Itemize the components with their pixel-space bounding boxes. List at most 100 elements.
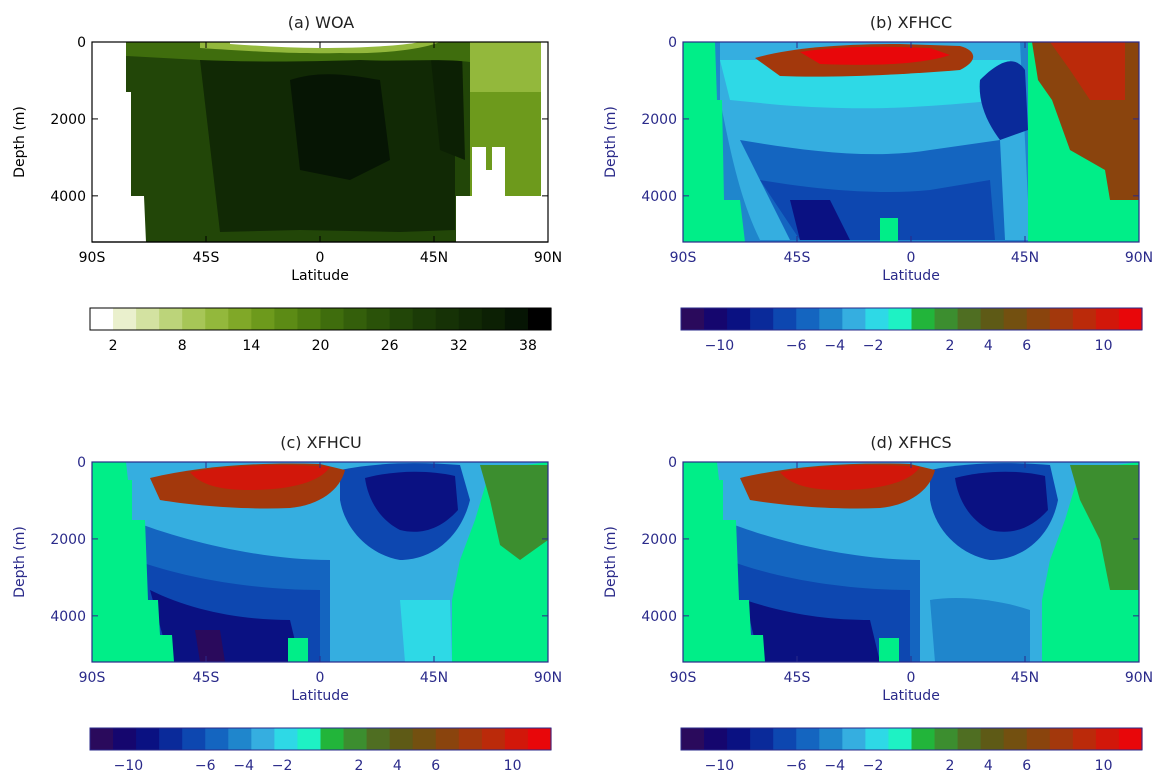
panel-c-x-tick-label: 0 [316,670,325,686]
panel-d-x-tick-label: 45S [784,670,811,686]
panel-a-land-south [92,42,146,242]
panel-a-x-tick-label: 45S [193,250,220,266]
panel-d-arctic-anomaly [1070,465,1139,590]
panel-c-colorbar-label: 2 [354,758,363,774]
panel-d-x-axis-label: Latitude [882,688,940,704]
panel-b-colorbar-swatch [888,308,913,330]
panel-d-y-tick-label: 4000 [641,609,677,625]
panel-a-colorbar-label: 14 [242,338,260,354]
panel-c-colorbar: −10 −6 −4 −2 2 4 6 10 [89,727,552,774]
panel-d-colorbar-swatch [934,728,959,750]
panel-a-arctic-upper [470,42,548,92]
panel-b-warm-core [800,46,950,65]
panel-d-colorbar-label: −4 [824,758,845,774]
panel-a-colorbar-swatch [297,308,322,330]
panel-a-colorbar-label: 32 [450,338,468,354]
panel-d-colorbar-label: 2 [945,758,954,774]
panel-b-colorbar-swatch [1003,308,1028,330]
panel-b-colorbar-label: 10 [1095,338,1113,354]
panel-c-light-patch [400,600,452,662]
panel-d-colorbar-swatch [888,728,913,750]
panel-b-y-axis-label: Depth (m) [603,106,619,178]
panel-c-colorbar-swatch [389,728,414,750]
panel-d-colorbar-label: 10 [1095,758,1113,774]
panel-b-colorbar-label: 2 [945,338,954,354]
panel-c-colorbar-label: 10 [504,758,522,774]
panel-c: (c) XFHCU 90S 45S 0 45N 90N 0 2000 4000 Latitude… [12,433,562,774]
panel-c-colorbar-label: −4 [233,758,254,774]
panel-b-title: (b) XFHCC [870,13,952,32]
panel-c-colorbar-swatch [481,728,506,750]
panel-b-colorbar-swatch [911,308,936,330]
panel-b-colorbar-swatch [773,308,797,330]
panel-c-y-axis-label: Depth (m) [12,526,28,598]
panel-b-colorbar-swatch [957,308,982,330]
panel-b-y-tick-label: 0 [668,35,677,51]
panel-a-surface-white [230,42,420,48]
panel-a-field [92,42,548,242]
panel-b-colorbar-swatch [727,308,751,330]
panel-c-colorbar-swatch [527,728,552,750]
panel-c-abyss-patch [195,630,225,662]
panel-a-colorbar-swatch [159,308,183,330]
panel-c-colorbar-swatch [297,728,322,750]
panel-b-colorbar-swatch [750,308,774,330]
panel-b-colorbar-frame [680,307,1143,331]
panel-c-x-tick-label: 90S [79,670,106,686]
panel-a-colorbar-label: 8 [178,338,187,354]
panel-a-colorbar-swatch [458,308,483,330]
panel-d-y-tick-label: 0 [668,455,677,471]
panel-c-colorbar-swatch [343,728,368,750]
panel-d-x-tick-label: 45N [1011,670,1039,686]
panel-d-x-tick-label: 90S [670,670,697,686]
panel-d-colorbar-label: −6 [786,758,807,774]
panel-b-x-axis-label: Latitude [882,268,940,284]
panel-d-colorbar-label: −10 [705,758,735,774]
panel-b: (b) XFHCC 90S 45S 0 45N 90N 0 2000 4000 Latitude… [603,13,1153,354]
panel-b-colorbar-swatch [842,308,866,330]
panel-d-title: (d) XFHCS [870,433,951,452]
panel-a-colorbar-swatch [481,308,506,330]
panel-b-seamount [880,218,898,242]
panel-a-colorbar: 2 8 14 20 26 32 38 [89,307,552,354]
panel-c-colorbar-swatch [274,728,299,750]
panel-a: (a) WOA 90S 45S 0 45N 90N 0 2000 4000 Latitude De… [12,13,562,354]
panel-c-y-tick-label: 4000 [50,609,86,625]
panel-a-colorbar-swatch [320,308,345,330]
panel-d-colorbar-swatch [842,728,866,750]
panel-c-colorbar-label: −2 [272,758,293,774]
panel-b-abyss-patch [790,200,850,240]
panel-b-colorbar-swatch [1049,308,1074,330]
panel-b-y-tick-label: 4000 [641,189,677,205]
panel-d-colorbar-label: 4 [984,758,993,774]
panel-a-colorbar-swatch [90,308,114,330]
panel-c-colorbar-label: 4 [393,758,402,774]
panel-d-colorbar-swatch [750,728,774,750]
panel-c-seamount [288,638,308,662]
panel-d-colorbar-swatch [1026,728,1051,750]
panel-d-colorbar-swatch [796,728,820,750]
panel-c-arctic-anomaly [480,465,548,560]
panel-b-colorbar-swatch [865,308,890,330]
panel-a-x-tick-label: 45N [420,250,448,266]
panel-d-colorbar-label: 6 [1022,758,1031,774]
panel-d-colorbar-swatch [727,728,751,750]
panel-b-colorbar-label: 4 [984,338,993,354]
panel-d-colorbar-swatch [773,728,797,750]
panel-d-colorbar-swatch [911,728,936,750]
panel-a-x-tick-label: 90S [79,250,106,266]
panel-a-colorbar-swatch [182,308,206,330]
panel-d-colorbar: −10 −6 −4 −2 2 4 6 10 [680,727,1143,774]
panel-c-colorbar-swatch [504,728,529,750]
panel-a-colorbar-frame [89,307,552,331]
panel-a-x-tick-label: 0 [316,250,325,266]
panel-b-colorbar-swatch [1026,308,1051,330]
panel-c-land-south [92,462,174,662]
panel-a-colorbar-swatch [366,308,391,330]
panel-b-x-tick-label: 45N [1011,250,1039,266]
panel-d-colorbar-swatch [681,728,705,750]
panel-b-colorbar-swatch [796,308,820,330]
panel-c-colorbar-swatch [113,728,137,750]
panel-c-colorbar-swatch [320,728,345,750]
panel-c-colorbar-swatch [159,728,183,750]
